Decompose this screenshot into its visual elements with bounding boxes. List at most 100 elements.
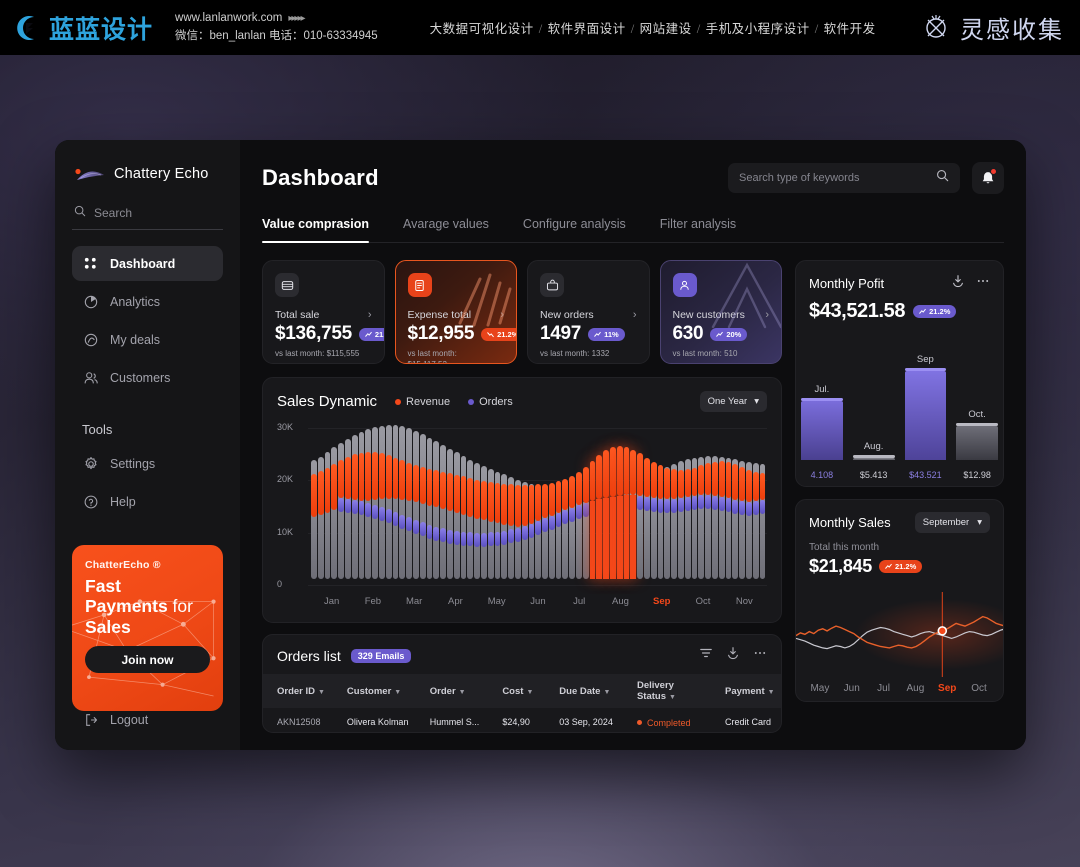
bar-revenue xyxy=(576,471,582,506)
cell-payment: Credit Card xyxy=(711,708,781,732)
more-options-icon[interactable] xyxy=(753,646,767,665)
tabs: Value comprasion Avarage values Configur… xyxy=(262,217,1004,243)
monthly-sales-panel: Monthly Sales September ▾ Total this mon… xyxy=(795,499,1004,702)
chevron-right-icon[interactable]: › xyxy=(500,309,504,321)
bar-revenue xyxy=(705,463,712,496)
stat-value-row: $12,955 21.2% xyxy=(408,323,517,345)
join-now-button[interactable]: Join now xyxy=(85,646,210,673)
stat-value-row: $136,755 21.2% xyxy=(275,323,384,345)
x-axis-tick: Feb xyxy=(364,596,382,607)
monthly-sales-subtitle: Total this month xyxy=(809,542,880,553)
bar-value-label: $5.413 xyxy=(859,470,888,480)
col-customer[interactable]: Customer ▼ xyxy=(332,674,416,708)
stat-card-expense-total[interactable]: Expense total › $12,955 21.2% vs last mo… xyxy=(394,260,517,364)
bar-column xyxy=(801,400,843,460)
bar xyxy=(637,422,644,579)
trend-up-icon xyxy=(716,331,724,337)
stat-card-new-orders[interactable]: New orders › 1497 11% vs last month: 133… xyxy=(527,260,650,364)
sales-dynamic-panel: Sales Dynamic Revenue Orders One Year ▾ xyxy=(262,377,782,623)
search-input[interactable] xyxy=(739,172,928,184)
sidebar-item-customers[interactable]: Customers xyxy=(72,360,223,395)
stat-value-row: 630 20% xyxy=(673,323,770,345)
bar xyxy=(392,422,399,579)
search-icon xyxy=(74,204,86,222)
tab-avarage-values[interactable]: Avarage values xyxy=(402,217,489,231)
more-options-icon[interactable] xyxy=(976,274,990,293)
deals-icon xyxy=(82,331,99,348)
col-label: Cost xyxy=(502,685,524,697)
bar xyxy=(698,422,705,579)
profit-bar[interactable]: Sep xyxy=(900,337,952,460)
sidebar-item-analytics[interactable]: Analytics xyxy=(72,284,223,319)
sidebar-item-my-deals[interactable]: My deals xyxy=(72,322,223,357)
search-icon[interactable] xyxy=(936,169,949,187)
col-cost[interactable]: Cost ▼ xyxy=(488,674,546,708)
sidebar-search[interactable] xyxy=(72,204,223,230)
bar-total xyxy=(548,490,555,579)
promo-card[interactable]: ChatterEcho ® Fast Payments for Sales Jo… xyxy=(72,545,223,711)
sidebar-item-help[interactable]: Help xyxy=(72,484,223,519)
cell-order-id: AKN12508 xyxy=(263,708,333,732)
chevron-right-icon[interactable]: › xyxy=(367,309,372,321)
table-row[interactable]: AKN12508 Olivera Kolman Hummel S... $24,… xyxy=(263,708,781,732)
bar xyxy=(630,422,637,579)
bar xyxy=(446,422,453,579)
range-select[interactable]: One Year ▾ xyxy=(699,391,767,412)
bar-orders xyxy=(657,498,664,513)
tab-value-comprasion[interactable]: Value comprasion xyxy=(262,217,369,243)
stat-card-total-sale[interactable]: Total sale › $136,755 21.2% vs last mont… xyxy=(262,260,385,364)
sidebar-item-dashboard[interactable]: Dashboard xyxy=(72,246,223,281)
users-icon xyxy=(82,369,99,386)
filter-icon[interactable] xyxy=(699,646,713,665)
col-payment[interactable]: Payment ▼ xyxy=(711,674,781,708)
profit-bar[interactable]: Jul. xyxy=(796,337,848,460)
bar xyxy=(705,422,712,579)
bar-revenue xyxy=(399,460,406,500)
bar-orders xyxy=(582,503,589,518)
x-axis-tick: Aug xyxy=(612,596,629,607)
promo-line1: Fast xyxy=(85,576,121,596)
col-order-id[interactable]: Order ID ▼ xyxy=(263,674,333,708)
bar-orders xyxy=(521,525,528,540)
stat-trend-badge: 21.2% xyxy=(358,327,384,341)
sidebar-search-input[interactable] xyxy=(94,206,221,220)
notifications-button[interactable] xyxy=(972,162,1004,194)
download-icon[interactable] xyxy=(951,274,965,293)
col-delivery-status[interactable]: Delivery Status ▼ xyxy=(622,674,712,708)
bar-revenue xyxy=(718,461,725,497)
stat-card-new-customers[interactable]: New customers › 630 20% vs last month: 5… xyxy=(659,260,782,364)
cell-order: Hummel S... xyxy=(415,708,489,732)
tab-configure-analysis[interactable]: Configure analysis xyxy=(522,217,626,231)
col-order[interactable]: Order ▼ xyxy=(415,674,489,708)
header-search[interactable] xyxy=(728,163,960,193)
logout-button[interactable]: Logout xyxy=(82,711,223,750)
bar-orders xyxy=(399,514,406,529)
bar-revenue xyxy=(596,455,603,500)
stat-label: New customers xyxy=(672,309,745,321)
bar-orders xyxy=(467,532,474,547)
profit-bar[interactable]: Aug. xyxy=(848,337,900,460)
profit-bar[interactable]: Oct. xyxy=(951,337,1003,460)
chevron-right-icon[interactable]: › xyxy=(632,309,637,321)
bar-orders xyxy=(718,496,725,511)
monthly-sales-months: May Jun Jul Aug Sep Oct xyxy=(804,683,995,694)
col-label: Customer xyxy=(346,685,392,697)
col-due-date[interactable]: Due Date ▼ xyxy=(545,674,623,708)
bar-revenue xyxy=(338,460,344,499)
tab-filter-analysis[interactable]: Filter analysis xyxy=(659,217,737,231)
download-icon[interactable] xyxy=(726,646,740,665)
bar-total xyxy=(698,456,705,579)
bar-highlight xyxy=(589,501,596,579)
bar-highlight xyxy=(623,495,630,579)
stat-label: Total sale xyxy=(275,309,320,321)
sidebar-item-settings[interactable]: Settings xyxy=(72,446,223,481)
bar-orders xyxy=(378,506,385,521)
bar-total xyxy=(712,456,718,579)
chevron-right-icon[interactable]: › xyxy=(765,309,769,321)
bar-total xyxy=(746,462,752,579)
chevron-down-icon: ▼ xyxy=(318,688,325,696)
bar xyxy=(317,422,324,579)
table-header-row: Order ID ▼ Customer ▼ Order ▼ Cost ▼ Due Dat… xyxy=(263,674,781,708)
month-select[interactable]: September ▾ xyxy=(914,512,990,533)
ad-services-list: 大数据可视化设计 / 软件界面设计 / 网站建设 / 手机及小程序设计 / 软件开发 xyxy=(430,18,876,37)
